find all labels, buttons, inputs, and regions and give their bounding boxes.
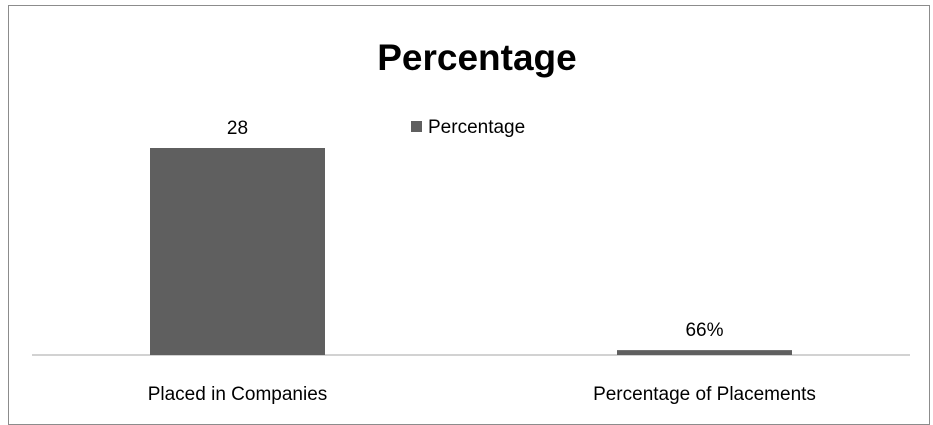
- bar-chart: Percentage Percentage 28 66% Placed in Co…: [32, 37, 910, 405]
- data-label-1: 66%: [685, 320, 723, 341]
- bar-0: [150, 148, 325, 355]
- bar-1: [617, 350, 792, 355]
- category-tick-labels: Placed in Companies Percentage of Placeme…: [148, 384, 816, 405]
- data-label-group: 28 66%: [227, 118, 724, 341]
- legend: Percentage: [411, 117, 525, 138]
- legend-swatch: [411, 121, 422, 132]
- bar-group: [150, 148, 792, 355]
- chart-title: Percentage: [377, 37, 577, 78]
- category-label-1: Percentage of Placements: [593, 384, 816, 405]
- legend-label: Percentage: [428, 117, 525, 138]
- category-label-0: Placed in Companies: [148, 384, 328, 405]
- data-label-0: 28: [227, 118, 248, 139]
